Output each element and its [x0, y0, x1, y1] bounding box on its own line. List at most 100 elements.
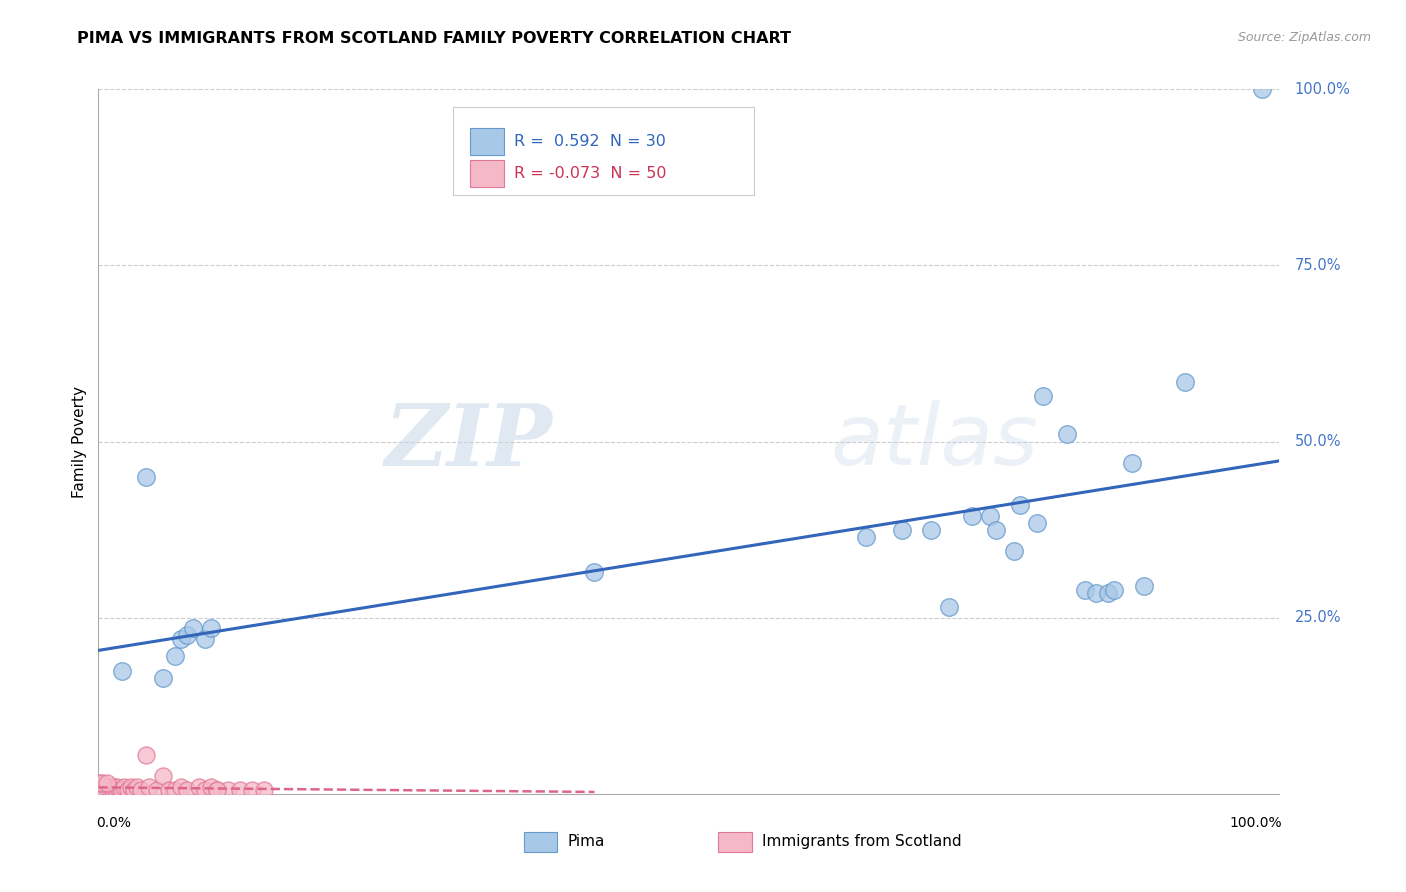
- Point: [89, 780, 111, 794]
- FancyBboxPatch shape: [471, 128, 503, 154]
- Text: R = -0.073  N = 50: R = -0.073 N = 50: [515, 166, 666, 181]
- Point: [98, 783, 121, 797]
- Point: [253, 783, 276, 797]
- Point: [91, 776, 114, 790]
- Point: [94, 780, 117, 794]
- Point: [89, 776, 111, 790]
- Text: atlas: atlas: [831, 400, 1039, 483]
- Point: [181, 621, 204, 635]
- Point: [111, 783, 134, 797]
- Text: 75.0%: 75.0%: [1295, 258, 1341, 273]
- Point: [1250, 82, 1272, 96]
- Point: [1073, 582, 1095, 597]
- Point: [962, 508, 984, 523]
- Point: [105, 780, 128, 794]
- Point: [93, 780, 115, 794]
- Point: [200, 621, 222, 635]
- Point: [105, 783, 128, 797]
- Point: [979, 508, 1001, 523]
- Point: [176, 628, 198, 642]
- Point: [127, 780, 149, 794]
- Point: [217, 783, 239, 797]
- Text: 0.0%: 0.0%: [96, 816, 131, 830]
- Point: [890, 523, 912, 537]
- Point: [1002, 543, 1025, 558]
- Point: [170, 780, 193, 794]
- Point: [165, 783, 187, 797]
- Point: [96, 776, 118, 790]
- Point: [984, 523, 1007, 537]
- Point: [93, 783, 115, 797]
- Point: [1056, 427, 1078, 442]
- Point: [135, 469, 157, 483]
- Text: Source: ZipAtlas.com: Source: ZipAtlas.com: [1237, 31, 1371, 45]
- Text: R =  0.592  N = 30: R = 0.592 N = 30: [515, 134, 666, 149]
- Point: [90, 783, 112, 797]
- Point: [583, 565, 606, 579]
- Text: 100.0%: 100.0%: [1295, 82, 1351, 96]
- Point: [1121, 456, 1143, 470]
- Point: [135, 748, 157, 763]
- Point: [194, 632, 217, 646]
- Point: [165, 649, 187, 664]
- Point: [855, 530, 877, 544]
- Point: [152, 769, 174, 783]
- Point: [87, 783, 110, 797]
- Point: [229, 783, 252, 797]
- Point: [98, 783, 121, 797]
- Point: [1174, 375, 1197, 389]
- Point: [97, 780, 120, 794]
- Point: [1097, 586, 1119, 600]
- Point: [96, 783, 118, 797]
- Text: 50.0%: 50.0%: [1295, 434, 1341, 449]
- Point: [170, 632, 193, 646]
- Point: [157, 783, 180, 797]
- Text: Pima: Pima: [567, 834, 605, 849]
- Text: ZIP: ZIP: [385, 400, 553, 483]
- Point: [1085, 586, 1108, 600]
- Point: [100, 780, 122, 794]
- Point: [91, 780, 114, 794]
- Point: [117, 783, 139, 797]
- Point: [1132, 579, 1154, 593]
- Point: [205, 783, 228, 797]
- Point: [103, 780, 125, 794]
- Point: [194, 783, 217, 797]
- Point: [187, 780, 209, 794]
- Point: [1008, 498, 1031, 512]
- Point: [205, 783, 228, 797]
- Text: Immigrants from Scotland: Immigrants from Scotland: [762, 834, 962, 849]
- Point: [94, 783, 117, 797]
- Point: [129, 783, 152, 797]
- Point: [91, 783, 114, 797]
- Point: [87, 780, 110, 794]
- Point: [920, 523, 942, 537]
- Point: [1102, 582, 1125, 597]
- Point: [121, 780, 143, 794]
- Point: [91, 783, 114, 797]
- Point: [91, 780, 114, 794]
- Point: [176, 783, 198, 797]
- Point: [122, 783, 145, 797]
- Y-axis label: Family Poverty: Family Poverty: [72, 385, 87, 498]
- Point: [146, 783, 169, 797]
- Point: [112, 780, 135, 794]
- Text: 100.0%: 100.0%: [1229, 816, 1282, 830]
- Point: [200, 780, 222, 794]
- FancyBboxPatch shape: [453, 107, 754, 194]
- Text: PIMA VS IMMIGRANTS FROM SCOTLAND FAMILY POVERTY CORRELATION CHART: PIMA VS IMMIGRANTS FROM SCOTLAND FAMILY …: [77, 31, 792, 46]
- Point: [1032, 389, 1054, 403]
- Point: [1026, 516, 1049, 530]
- Text: 25.0%: 25.0%: [1295, 610, 1341, 625]
- Point: [138, 780, 160, 794]
- Point: [108, 783, 131, 797]
- Point: [152, 671, 174, 685]
- Point: [89, 783, 111, 797]
- Point: [111, 664, 134, 678]
- FancyBboxPatch shape: [718, 832, 752, 852]
- Point: [101, 783, 124, 797]
- Point: [240, 783, 263, 797]
- FancyBboxPatch shape: [471, 161, 503, 187]
- FancyBboxPatch shape: [523, 832, 557, 852]
- Point: [938, 600, 960, 615]
